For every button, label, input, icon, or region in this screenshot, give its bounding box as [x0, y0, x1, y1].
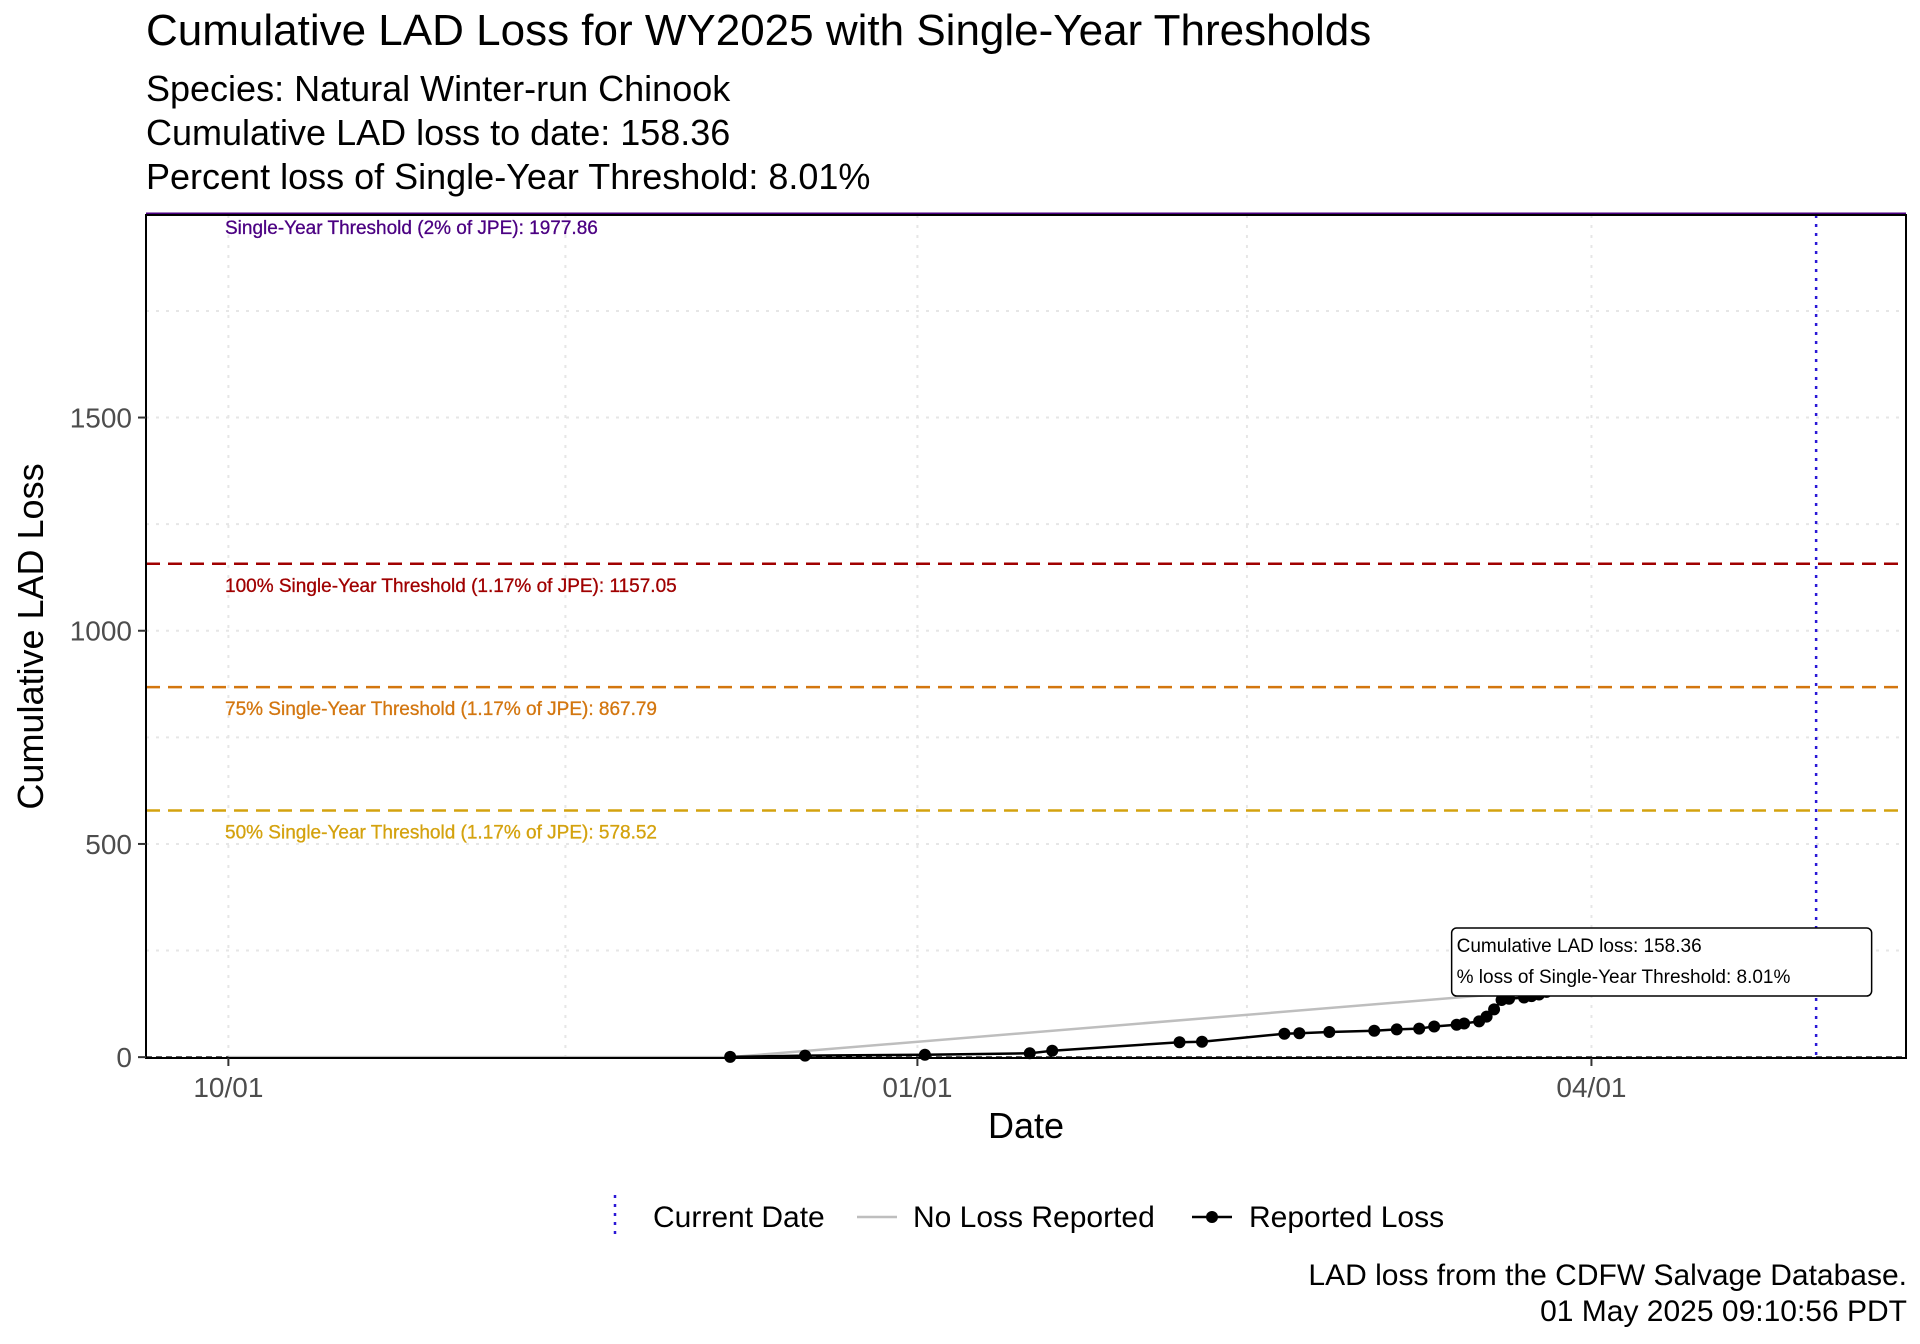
- y-axis-title: Cumulative LAD Loss: [10, 463, 51, 809]
- reported-loss-point-11: [1390, 1023, 1403, 1036]
- reported-loss-point-12: [1413, 1022, 1426, 1035]
- legend-label-no-loss: No Loss Reported: [913, 1201, 1155, 1234]
- subtitle-percent-loss: Percent loss of Single-Year Threshold: 8…: [146, 156, 871, 197]
- threshold-label-0: Single-Year Threshold (2% of JPE): 1977.…: [225, 218, 598, 239]
- annotation-line-0: Cumulative LAD loss: 158.36: [1457, 936, 1702, 957]
- chart-title: Cumulative LAD Loss for WY2025 with Sing…: [146, 6, 1372, 55]
- reported-loss-point-4: [1046, 1044, 1059, 1057]
- reported-loss-point-15: [1458, 1017, 1471, 1030]
- threshold-label-2: 75% Single-Year Threshold (1.17% of JPE)…: [225, 699, 657, 720]
- y-tick-label: 1000: [70, 616, 132, 647]
- threshold-label-1: 100% Single-Year Threshold (1.17% of JPE…: [225, 576, 677, 597]
- legend-label-reported: Reported Loss: [1249, 1201, 1444, 1234]
- annotation-line-1: % loss of Single-Year Threshold: 8.01%: [1457, 967, 1791, 988]
- x-axis-title: Date: [988, 1105, 1064, 1146]
- y-tick-label: 500: [85, 829, 132, 860]
- annotation-box: [1450, 927, 1873, 997]
- x-tick-label: 04/01: [1556, 1072, 1626, 1103]
- legend-label-current-date: Current Date: [653, 1201, 825, 1234]
- reported-loss-point-13: [1428, 1020, 1441, 1033]
- reported-loss-point-9: [1323, 1025, 1336, 1038]
- reported-loss-point-2: [918, 1048, 931, 1061]
- reported-loss-point-0: [724, 1050, 737, 1063]
- reported-loss-point-3: [1023, 1047, 1036, 1060]
- caption: LAD loss from the CDFW Salvage Database.…: [1308, 1258, 1907, 1330]
- no-loss-line: [228, 988, 1817, 1059]
- y-tick-label: 1500: [70, 403, 132, 434]
- threshold-label-3: 50% Single-Year Threshold (1.17% of JPE)…: [225, 822, 657, 843]
- reported-loss-point-1: [799, 1049, 812, 1062]
- x-tick-label: 01/01: [882, 1072, 952, 1103]
- caption-source: LAD loss from the CDFW Salvage Database.: [1308, 1259, 1907, 1292]
- reported-loss-point-7: [1278, 1027, 1291, 1040]
- reported-loss-point-5: [1173, 1036, 1186, 1049]
- caption-timestamp: 01 May 2025 09:10:56 PDT: [1540, 1295, 1907, 1328]
- reported-loss-point-18: [1488, 1003, 1501, 1016]
- plot-panel-border: [145, 214, 1907, 1059]
- subtitle-cumulative-loss: Cumulative LAD loss to date: 158.36: [146, 112, 731, 153]
- reported-loss-point-6: [1196, 1035, 1208, 1048]
- reported-loss-point-10: [1368, 1024, 1381, 1037]
- reported-loss-point-8: [1293, 1027, 1306, 1040]
- x-tick-label: 10/01: [193, 1072, 263, 1103]
- reported-loss-point-17: [1480, 1010, 1493, 1023]
- y-tick-label: 0: [116, 1042, 132, 1073]
- legend-key-reported-point: [1206, 1211, 1218, 1223]
- subtitle-species: Species: Natural Winter-run Chinook: [146, 68, 731, 109]
